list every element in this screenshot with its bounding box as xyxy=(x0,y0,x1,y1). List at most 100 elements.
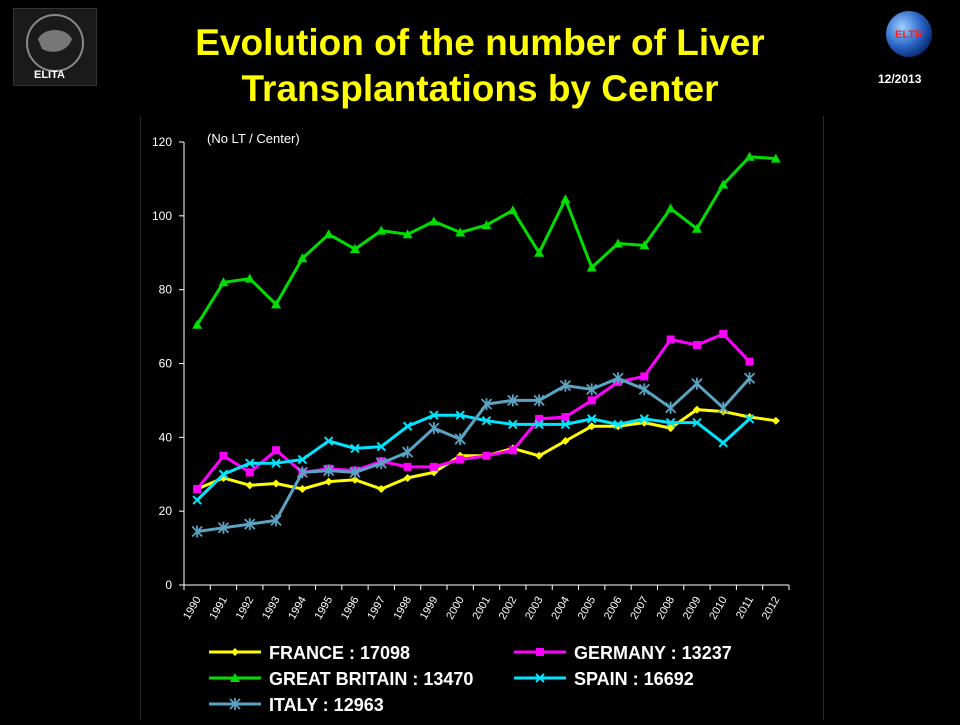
data-point xyxy=(402,421,413,431)
data-point xyxy=(613,419,623,430)
data-point xyxy=(692,341,701,350)
data-point xyxy=(272,479,281,488)
y-tick-label: 60 xyxy=(159,357,173,371)
data-point xyxy=(664,401,677,414)
data-point xyxy=(640,372,649,381)
data-point xyxy=(507,205,518,215)
data-point xyxy=(192,495,202,505)
data-point xyxy=(639,240,650,250)
data-point xyxy=(535,451,544,460)
data-point xyxy=(350,443,360,454)
data-point xyxy=(692,417,702,428)
x-tick-label: 1999 xyxy=(418,595,441,622)
data-point xyxy=(718,179,729,189)
legend-label: FRANCE : 17098 xyxy=(269,643,410,663)
data-point xyxy=(535,673,545,683)
data-point xyxy=(691,377,703,390)
data-point xyxy=(533,394,545,407)
x-tick-label: 2002 xyxy=(497,595,520,622)
x-tick-label: 2009 xyxy=(681,595,704,622)
data-point xyxy=(428,216,439,226)
slide-title-line2: Transplantations by Center xyxy=(241,68,719,109)
data-point xyxy=(376,441,386,452)
data-point xyxy=(665,417,676,428)
data-point xyxy=(297,253,308,263)
data-point xyxy=(219,451,228,460)
data-point xyxy=(534,419,544,430)
x-tick-label: 1994 xyxy=(286,595,309,622)
data-point xyxy=(561,413,570,422)
x-tick-label: 1998 xyxy=(392,595,415,622)
y-tick-label: 40 xyxy=(159,430,173,444)
data-point xyxy=(323,229,334,239)
slide-title: Evolution of the number of Liver Transpl… xyxy=(120,20,840,112)
data-point xyxy=(297,454,308,465)
elita-logo-label: ELITA xyxy=(34,69,65,81)
eltr-logo-label: ELTR xyxy=(895,29,923,41)
x-tick-label: 2005 xyxy=(576,595,599,622)
series-0 xyxy=(193,405,780,494)
y-tick-label: 80 xyxy=(159,283,173,297)
legend-item: SPAIN : 16692 xyxy=(514,669,694,689)
data-point xyxy=(245,468,254,477)
data-point xyxy=(587,422,596,431)
data-point xyxy=(323,436,334,446)
data-point xyxy=(230,673,240,682)
legend-label: GREAT BRITAIN : 13470 xyxy=(269,669,473,689)
data-point xyxy=(402,229,413,239)
data-point xyxy=(666,335,675,344)
series-4 xyxy=(191,372,756,538)
data-point xyxy=(692,405,701,414)
series-3 xyxy=(192,410,755,505)
data-point xyxy=(586,383,598,396)
data-point xyxy=(403,462,412,471)
y-tick-label: 20 xyxy=(159,504,173,518)
data-point xyxy=(771,416,780,425)
legend-label: SPAIN : 16692 xyxy=(574,669,694,689)
x-tick-label: 2000 xyxy=(444,595,467,622)
data-point xyxy=(349,466,361,479)
data-point xyxy=(429,410,439,420)
data-point xyxy=(744,414,755,424)
data-point xyxy=(271,458,281,468)
y-tick-label: 100 xyxy=(152,209,172,223)
legend-item: FRANCE : 17098 xyxy=(209,643,410,663)
data-point xyxy=(560,194,571,204)
x-tick-label: 2012 xyxy=(760,595,783,622)
globe-icon: ELTR xyxy=(886,11,932,57)
data-point xyxy=(271,299,282,309)
series-1 xyxy=(193,329,754,494)
data-point xyxy=(298,485,307,494)
data-point xyxy=(244,273,255,283)
x-tick-label: 1992 xyxy=(234,595,257,622)
data-point xyxy=(665,203,676,213)
legend-item: ITALY : 12963 xyxy=(209,695,384,715)
data-point xyxy=(743,372,756,385)
data-point xyxy=(218,469,229,479)
data-point xyxy=(455,227,466,237)
x-tick-label: 2010 xyxy=(707,595,730,622)
data-point xyxy=(744,151,755,161)
data-point xyxy=(192,319,203,329)
data-point xyxy=(429,462,438,471)
data-point xyxy=(507,394,519,407)
data-point xyxy=(481,220,492,230)
data-point xyxy=(455,410,465,420)
data-point xyxy=(587,396,596,405)
series-line xyxy=(195,155,776,326)
data-point xyxy=(323,464,335,477)
data-point xyxy=(244,518,256,531)
data-point xyxy=(482,451,491,460)
x-tick-label: 2003 xyxy=(523,595,546,622)
data-point xyxy=(401,446,414,459)
data-point xyxy=(377,485,386,494)
data-point xyxy=(349,244,360,254)
data-point xyxy=(456,455,465,464)
x-tick-label: 1997 xyxy=(365,595,388,622)
data-point xyxy=(217,521,230,534)
data-point xyxy=(229,698,241,710)
data-point xyxy=(536,648,544,656)
x-tick-label: 2001 xyxy=(470,595,493,622)
data-point xyxy=(245,481,254,490)
